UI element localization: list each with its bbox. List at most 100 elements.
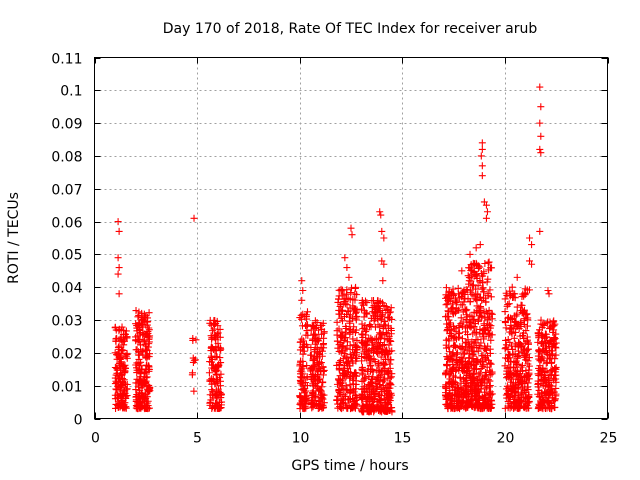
data-point	[502, 336, 510, 344]
data-point	[381, 403, 389, 411]
data-point	[344, 365, 352, 373]
data-point	[517, 340, 525, 348]
data-point	[121, 330, 129, 338]
data-point	[481, 342, 489, 350]
data-point	[297, 311, 305, 319]
data-point	[347, 289, 355, 297]
data-point	[448, 305, 456, 313]
data-point	[548, 347, 556, 355]
data-point	[358, 330, 366, 338]
data-point	[515, 394, 523, 402]
y-tick-label: 0.05	[51, 248, 82, 264]
data-point	[456, 343, 464, 351]
data-point	[382, 329, 390, 337]
data-point	[506, 328, 514, 336]
data-point	[450, 342, 458, 350]
data-point	[347, 404, 355, 412]
data-point	[358, 369, 366, 377]
data-point	[136, 386, 144, 394]
data-point	[303, 308, 311, 316]
data-point	[118, 323, 126, 331]
data-point	[551, 343, 559, 351]
data-point	[296, 362, 304, 370]
data-point	[188, 371, 196, 379]
data-point	[307, 326, 315, 334]
y-tick-label: 0.11	[51, 52, 82, 68]
x-axis-label: GPS time / hours	[291, 458, 408, 474]
data-point	[358, 320, 366, 328]
data-point	[519, 332, 527, 340]
data-point	[344, 358, 352, 366]
data-point	[461, 290, 469, 298]
data-point	[466, 286, 474, 294]
data-point	[480, 270, 488, 278]
data-point	[298, 277, 306, 285]
data-point	[476, 303, 484, 311]
data-point	[365, 322, 373, 330]
data-point	[137, 341, 145, 349]
data-point	[363, 310, 371, 318]
data-point	[451, 309, 459, 317]
data-point	[298, 296, 306, 304]
data-point	[115, 290, 123, 298]
data-point	[480, 330, 488, 338]
data-point	[363, 326, 371, 334]
data-point	[347, 224, 355, 232]
data-point	[375, 342, 383, 350]
data-point	[542, 338, 550, 346]
data-point	[143, 351, 151, 359]
data-point	[543, 350, 551, 358]
data-point	[335, 341, 343, 349]
data-point	[442, 381, 450, 389]
data-point	[210, 365, 218, 373]
data-point	[468, 270, 476, 278]
data-point	[485, 313, 493, 321]
data-point	[462, 307, 470, 315]
data-point	[524, 339, 532, 347]
data-point	[146, 383, 154, 391]
data-point	[299, 343, 306, 351]
data-point	[362, 374, 370, 382]
data-point	[509, 293, 517, 301]
data-point	[552, 365, 560, 373]
data-point	[319, 371, 327, 379]
x-tick-label: 25	[600, 431, 618, 447]
data-point	[506, 368, 514, 376]
data-point	[545, 290, 553, 298]
data-point	[113, 386, 121, 394]
data-point	[348, 315, 356, 323]
data-point	[311, 371, 319, 379]
data-point	[311, 317, 319, 325]
data-point	[123, 381, 131, 388]
data-point	[525, 398, 533, 406]
data-point	[514, 353, 522, 361]
data-point	[116, 401, 124, 409]
data-point	[539, 346, 547, 354]
data-point	[506, 338, 514, 346]
data-point	[535, 331, 543, 339]
data-point	[383, 386, 391, 394]
data-point	[337, 314, 345, 322]
data-point	[510, 370, 518, 378]
data-point	[537, 149, 545, 157]
data-point	[544, 287, 552, 295]
data-point	[472, 244, 480, 252]
data-point	[136, 329, 144, 337]
data-point	[216, 354, 224, 362]
data-point	[339, 355, 347, 363]
data-point	[547, 323, 555, 331]
data-point	[548, 386, 556, 394]
data-point	[122, 394, 130, 402]
data-point	[515, 325, 523, 333]
data-point	[476, 325, 484, 333]
data-point	[483, 324, 491, 332]
data-point	[505, 363, 513, 371]
data-point	[380, 361, 388, 369]
data-point	[473, 307, 481, 315]
data-point	[523, 376, 531, 384]
data-point	[486, 345, 494, 353]
data-point	[462, 404, 470, 412]
data-point	[189, 336, 197, 344]
data-point	[486, 360, 494, 368]
data-point	[312, 323, 320, 331]
